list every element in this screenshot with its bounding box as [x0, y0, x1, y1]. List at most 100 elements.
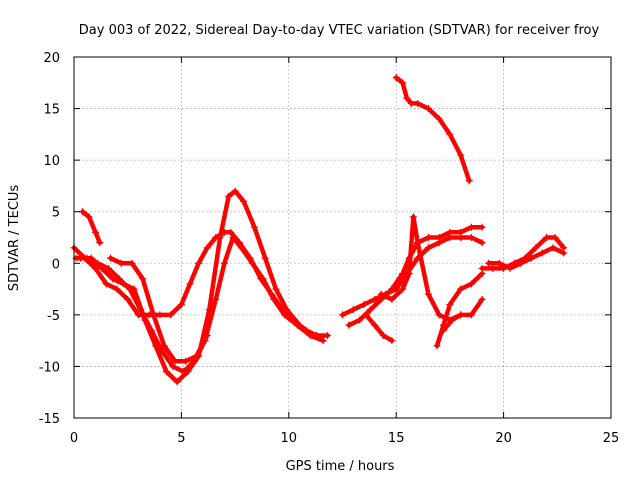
x-tick-label: 10 [281, 431, 298, 446]
data-point [102, 280, 110, 288]
data-point [345, 321, 353, 329]
x-tick-label: 0 [70, 431, 78, 446]
data-point [182, 357, 190, 365]
data-point [399, 285, 407, 293]
data-point [113, 285, 121, 293]
data-point [98, 264, 106, 272]
x-axis-label: GPS time / hours [286, 459, 395, 474]
data-point [248, 259, 256, 267]
data-point [371, 321, 379, 329]
y-tick-label: 0 [52, 257, 60, 272]
data-point [91, 228, 99, 236]
data-point [107, 254, 115, 262]
y-tick-label: -15 [39, 412, 60, 427]
data-point [495, 259, 503, 267]
data-point [203, 244, 211, 252]
data-point [506, 264, 514, 272]
series-arc-5 [79, 208, 104, 247]
series-arc-10 [433, 270, 486, 350]
series-line [80, 209, 103, 245]
series-arc-11 [439, 295, 486, 334]
data-point [220, 259, 228, 267]
data-point [388, 295, 396, 303]
data-point [551, 234, 559, 241]
y-tick-label: 5 [52, 206, 60, 221]
x-tick-label: 15 [388, 431, 405, 446]
data-point [119, 280, 127, 288]
data-point [184, 368, 192, 376]
data-point [366, 306, 374, 314]
plot-frame [73, 56, 612, 419]
data-point [377, 290, 385, 298]
data-point [414, 99, 422, 107]
data-point [308, 331, 316, 339]
y-tick-label: 15 [43, 103, 60, 118]
data-point [296, 321, 304, 329]
data-point [448, 316, 456, 324]
data-point [231, 187, 239, 195]
data-point [467, 311, 475, 319]
data-point [403, 94, 411, 102]
data-point [528, 254, 536, 262]
data-point [414, 239, 422, 247]
data-point [485, 259, 493, 267]
data-point [250, 223, 258, 231]
data-point [356, 316, 364, 324]
data-point [409, 213, 417, 221]
data-point [124, 295, 132, 303]
data-point [439, 326, 447, 334]
axis-ticks: 0 5 10 15 20 25 -15 -10 -5 0 5 10 15 20 [39, 51, 620, 446]
data-point [362, 311, 370, 319]
data-point [283, 306, 291, 314]
data-point [349, 306, 357, 314]
data-point [478, 264, 486, 272]
data-point [160, 342, 168, 350]
series-arc-4 [107, 254, 211, 365]
data-point [212, 295, 220, 303]
data-point [76, 254, 84, 262]
data-point [446, 130, 454, 138]
series-arc-12 [392, 74, 473, 185]
series-line [393, 75, 472, 184]
data-point [205, 306, 213, 314]
data-point [424, 105, 432, 113]
y-tick-label: 10 [43, 154, 60, 169]
x-tick-label: 20 [495, 431, 512, 446]
data-point [392, 74, 400, 82]
data-point [405, 270, 413, 278]
data-point [435, 311, 443, 319]
series-arc-9 [362, 311, 396, 345]
data-point [433, 342, 441, 350]
y-axis-label: SDTVAR / TECUs [7, 185, 22, 292]
data-point [229, 234, 237, 241]
data-point [167, 311, 175, 319]
data-point [216, 234, 224, 241]
data-point [169, 362, 177, 370]
data-point [478, 239, 486, 247]
data-point [399, 270, 407, 278]
y-tick-label: 20 [43, 51, 60, 66]
data-point [517, 259, 525, 267]
x-tick-label: 25 [603, 431, 620, 446]
data-point [424, 234, 432, 241]
data-point [195, 259, 203, 267]
data-point [192, 352, 200, 360]
data-point [259, 275, 267, 283]
data-point [319, 337, 327, 345]
data-point [549, 244, 557, 252]
data-point [467, 223, 475, 231]
data-point [538, 249, 546, 257]
series-line [108, 255, 210, 364]
data-point [424, 290, 432, 298]
data-point [478, 295, 486, 303]
y-tick-label: -10 [39, 360, 60, 375]
data-point [156, 311, 164, 319]
series-arc-14 [485, 244, 568, 272]
data-point [79, 208, 87, 216]
data-point [186, 280, 194, 288]
data-point [227, 228, 235, 236]
data-point [139, 275, 147, 283]
series-line [486, 245, 566, 271]
y-tick-label: -5 [47, 309, 60, 324]
